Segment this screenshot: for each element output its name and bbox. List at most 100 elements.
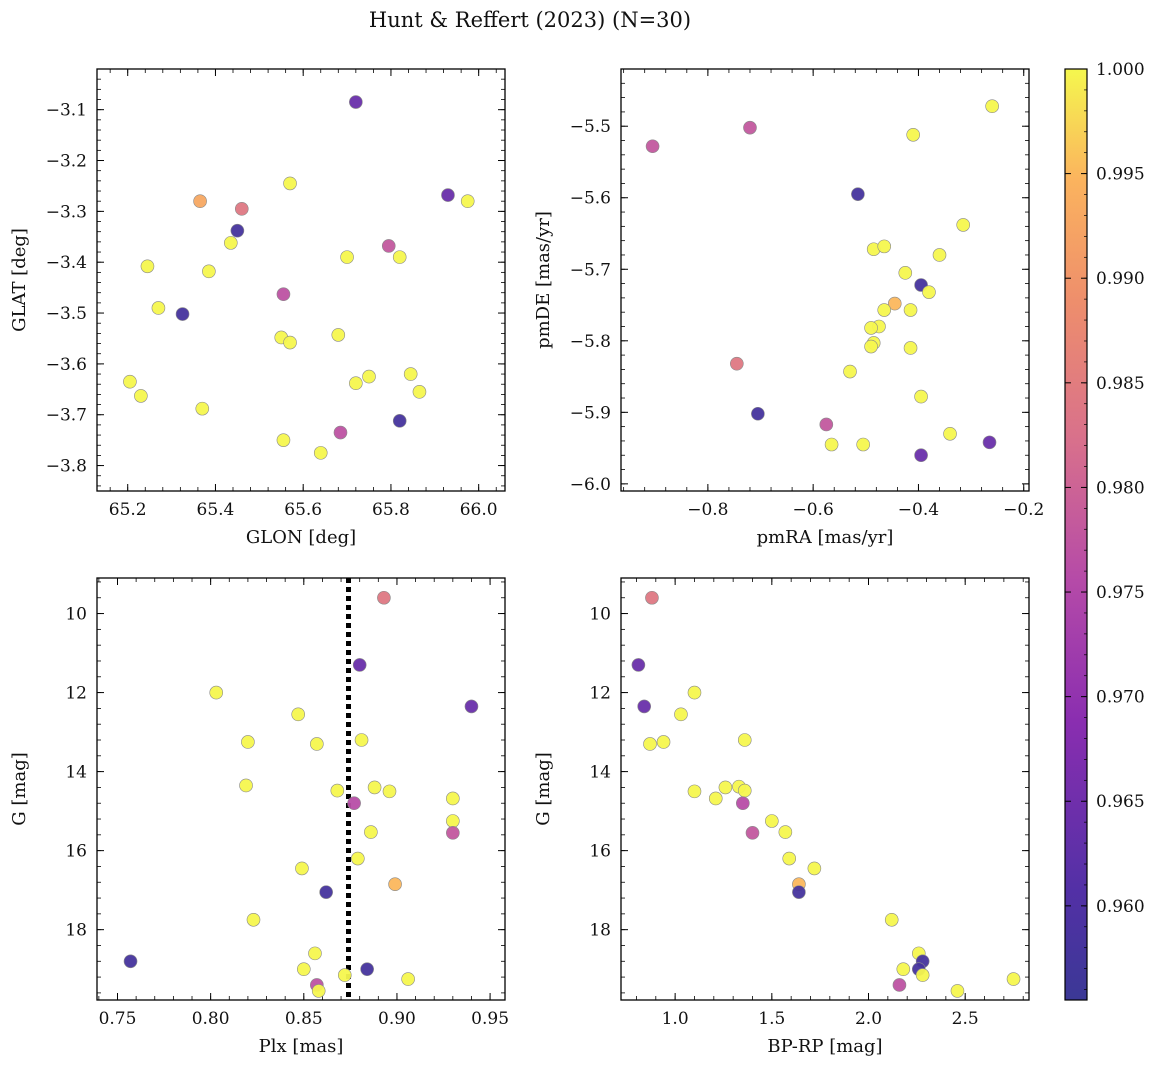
scatter-point bbox=[134, 389, 148, 403]
scatter-point bbox=[202, 264, 216, 279]
y-tick-label: 18 bbox=[65, 921, 87, 941]
figure-title: Hunt & Reffert (2023) (N=30) bbox=[369, 8, 691, 32]
scatter-point bbox=[898, 266, 913, 280]
scatter-point bbox=[364, 825, 378, 839]
scatter-points bbox=[645, 99, 999, 463]
scatter-point bbox=[230, 223, 245, 238]
scatter-point bbox=[906, 128, 920, 142]
scatter-point bbox=[234, 202, 249, 216]
colorbar-tick-label: 0.975 bbox=[1096, 583, 1145, 603]
y-tick-label: −3.7 bbox=[46, 406, 87, 426]
y-tick-label: −5.8 bbox=[570, 332, 611, 352]
scatter-point bbox=[743, 120, 757, 135]
scatter-point bbox=[349, 376, 363, 391]
scatter-point bbox=[352, 658, 367, 672]
scatter-point bbox=[310, 737, 324, 751]
scatter-point bbox=[123, 374, 137, 389]
scatter-point bbox=[401, 972, 415, 986]
scatter-point bbox=[311, 984, 326, 998]
scatter-point bbox=[241, 735, 255, 749]
scatter-point bbox=[291, 707, 306, 722]
scatter-point bbox=[140, 259, 155, 274]
y-tick-label: −5.9 bbox=[570, 403, 611, 423]
y-tick-label: −3.5 bbox=[46, 304, 87, 324]
y-tick-label: −3.1 bbox=[46, 101, 87, 121]
scatter-point bbox=[718, 780, 733, 795]
x-tick-label: 2.5 bbox=[952, 1009, 979, 1029]
scatter-point bbox=[884, 912, 899, 927]
y-tick-label: 16 bbox=[65, 842, 87, 862]
scatter-panels: 65.2 65.4 65.6 65.8 66.0 −3.1 −3.2 −3.3 −3.4 −3.5… bbox=[9, 68, 1044, 1057]
scatter-point bbox=[446, 814, 460, 828]
scatter-point bbox=[283, 176, 297, 191]
x-tick-label: 0.95 bbox=[471, 1009, 509, 1029]
scatter-point bbox=[354, 733, 369, 747]
scatter-point bbox=[737, 783, 752, 798]
scatter-point bbox=[351, 851, 365, 866]
x-tick-label: 65.8 bbox=[372, 500, 410, 520]
scatter-point bbox=[751, 406, 765, 421]
scatter-point bbox=[914, 389, 928, 404]
y-tick-label: −5.6 bbox=[570, 189, 611, 209]
scatter-point bbox=[377, 590, 391, 605]
scatter-point bbox=[730, 356, 744, 371]
y-tick-label: −3.2 bbox=[46, 152, 87, 172]
panel-3: 0.75 0.80 0.85 0.90 0.95 10 12 14 16 18 Plx [mas] G… bbox=[9, 577, 509, 1057]
x-tick-label: 1.5 bbox=[758, 1009, 785, 1029]
x-tick-label: −0.8 bbox=[687, 500, 728, 520]
colorbar-tick-label: 0.970 bbox=[1096, 688, 1145, 708]
y-tick-label: 10 bbox=[65, 605, 87, 625]
y-tick-label: −3.3 bbox=[46, 202, 87, 222]
scatter-point bbox=[403, 367, 418, 381]
scatter-point bbox=[388, 877, 402, 892]
scatter-point bbox=[737, 733, 752, 747]
scatter-point bbox=[687, 784, 702, 799]
colorbar-tick-label: 1.000 bbox=[1096, 60, 1145, 80]
scatter-point bbox=[903, 341, 918, 355]
y-tick-label: 14 bbox=[65, 763, 87, 783]
y-axis-label: GLAT [deg] bbox=[9, 228, 30, 332]
x-axis-label: Plx [mas] bbox=[259, 1036, 344, 1057]
x-tick-label: −0.4 bbox=[898, 500, 939, 520]
scatter-point bbox=[892, 978, 907, 992]
scatter-point bbox=[308, 946, 322, 961]
scatter-point bbox=[674, 707, 688, 722]
scatter-point bbox=[367, 780, 382, 795]
y-tick-label: 12 bbox=[589, 684, 611, 704]
x-axis-label: GLON [deg] bbox=[246, 527, 356, 548]
y-axis-label: G [mag] bbox=[533, 752, 554, 825]
colorbar-tick-label: 0.980 bbox=[1096, 478, 1145, 498]
scatter-point bbox=[340, 250, 354, 264]
scatter-point bbox=[914, 448, 928, 463]
scatter-point bbox=[209, 685, 224, 700]
y-tick-label: −5.7 bbox=[570, 260, 611, 280]
y-tick-label: 16 bbox=[589, 842, 611, 862]
x-tick-label: 66.0 bbox=[460, 500, 498, 520]
scatter-point bbox=[333, 425, 348, 440]
scatter-point bbox=[347, 796, 361, 811]
scatter-point bbox=[331, 328, 346, 342]
y-axis-label: G [mag] bbox=[9, 752, 30, 825]
scatter-point bbox=[283, 335, 297, 350]
y-axis-label: pmDE [mas/yr] bbox=[533, 211, 554, 349]
colorbar-ticks: 0.960 0.965 0.970 0.975 0.980 0.985 0.990 0.995… bbox=[1065, 60, 1145, 990]
colorbar-tick-label: 0.965 bbox=[1096, 792, 1145, 812]
scatter-point bbox=[950, 984, 965, 998]
colorbar-tick-label: 0.995 bbox=[1096, 165, 1145, 185]
scatter-point bbox=[922, 285, 936, 299]
scatter-points bbox=[123, 95, 475, 460]
colorbar-tick-label: 0.985 bbox=[1096, 374, 1145, 394]
colorbar-tick-label: 0.960 bbox=[1096, 897, 1145, 917]
scatter-point bbox=[956, 218, 970, 232]
scatter-point bbox=[464, 699, 479, 714]
colorbar-gradient bbox=[1064, 68, 1088, 1001]
scatter-point bbox=[985, 99, 999, 113]
scatter-point bbox=[745, 826, 760, 840]
scatter-point bbox=[656, 735, 671, 749]
x-tick-label: 1.0 bbox=[662, 1009, 689, 1029]
axes-frame bbox=[620, 68, 1030, 492]
scatter-point bbox=[631, 658, 646, 672]
panel-4: 1.0 1.5 2.0 2.5 10 12 14 16 18 BP-RP [mag] G [mag] bbox=[533, 577, 1030, 1057]
y-tick-label: −3.6 bbox=[46, 355, 87, 375]
scatter-point bbox=[382, 784, 397, 799]
